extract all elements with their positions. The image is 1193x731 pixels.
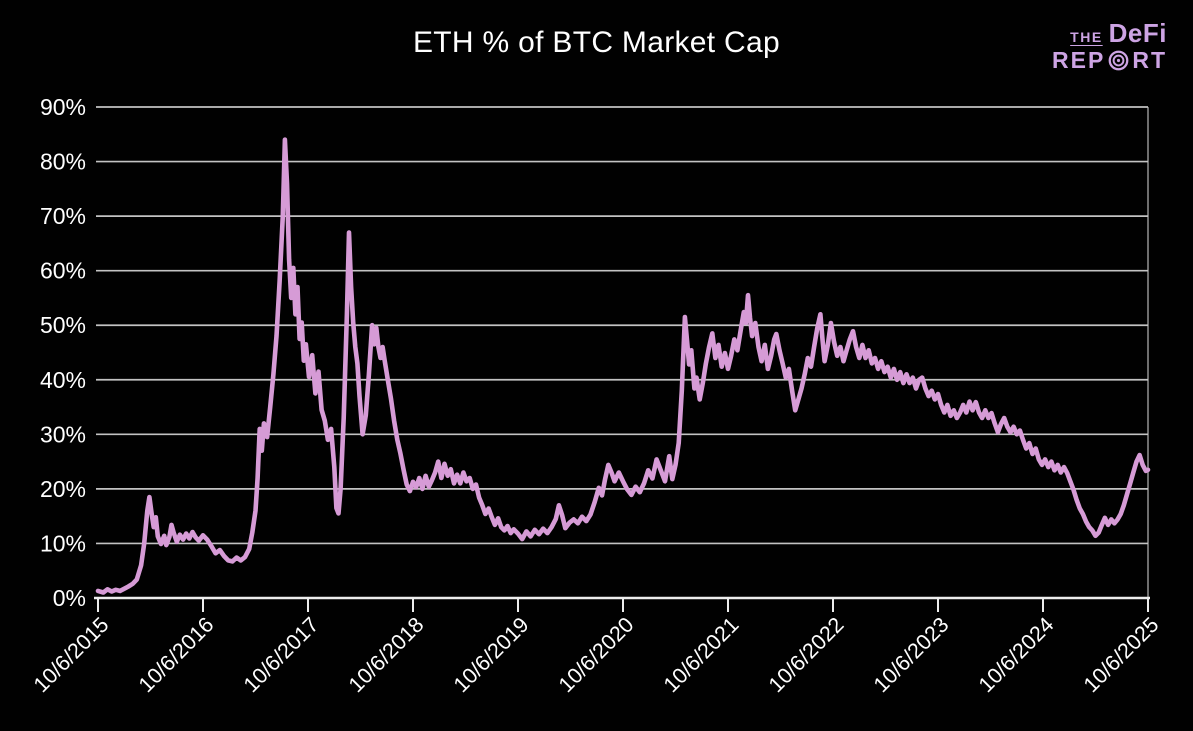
- x-tick-label-10: 10/6/2025: [1079, 613, 1164, 698]
- x-tick-label-7: 10/6/2022: [764, 613, 849, 698]
- brand-row-bottom: REP RT: [1052, 49, 1167, 72]
- y-tick-label-2: 20%: [40, 476, 86, 502]
- target-icon: [1108, 50, 1129, 71]
- y-tick-label-3: 30%: [40, 421, 86, 447]
- x-tick-label-8: 10/6/2023: [869, 613, 954, 698]
- y-tick-label-8: 80%: [40, 149, 86, 175]
- x-tick-label-5: 10/6/2020: [554, 613, 639, 698]
- x-tick-label-2: 10/6/2017: [239, 613, 324, 698]
- x-tick-label-9: 10/6/2024: [974, 613, 1059, 698]
- x-tick-label-0: 10/6/2015: [29, 613, 114, 698]
- y-tick-label-6: 60%: [40, 258, 86, 284]
- y-tick-label-1: 10%: [40, 530, 86, 556]
- y-tick-label-5: 50%: [40, 312, 86, 338]
- x-tick-label-3: 10/6/2018: [344, 613, 429, 698]
- x-tick-label-6: 10/6/2021: [659, 613, 744, 698]
- logo-report-pre-label: REP: [1052, 47, 1106, 73]
- x-tick-label-1: 10/6/2016: [134, 613, 219, 698]
- logo-report-post-label: RT: [1132, 47, 1167, 73]
- logo-the-label: THE: [1070, 29, 1103, 45]
- y-tick-label-0: 0%: [53, 585, 86, 611]
- y-tick-label-4: 40%: [40, 367, 86, 393]
- x-tick-label-4: 10/6/2019: [449, 613, 534, 698]
- brand-row-top: THE DeFi: [1052, 20, 1167, 46]
- brand-logo: THE DeFi REP RT: [1052, 20, 1167, 72]
- y-tick-label-7: 70%: [40, 203, 86, 229]
- eth-btc-ratio-line: [95, 137, 1151, 595]
- chart-title: ETH % of BTC Market Cap: [413, 26, 780, 59]
- y-tick-label-9: 90%: [40, 94, 86, 120]
- logo-defi-label: DeFi: [1108, 18, 1167, 48]
